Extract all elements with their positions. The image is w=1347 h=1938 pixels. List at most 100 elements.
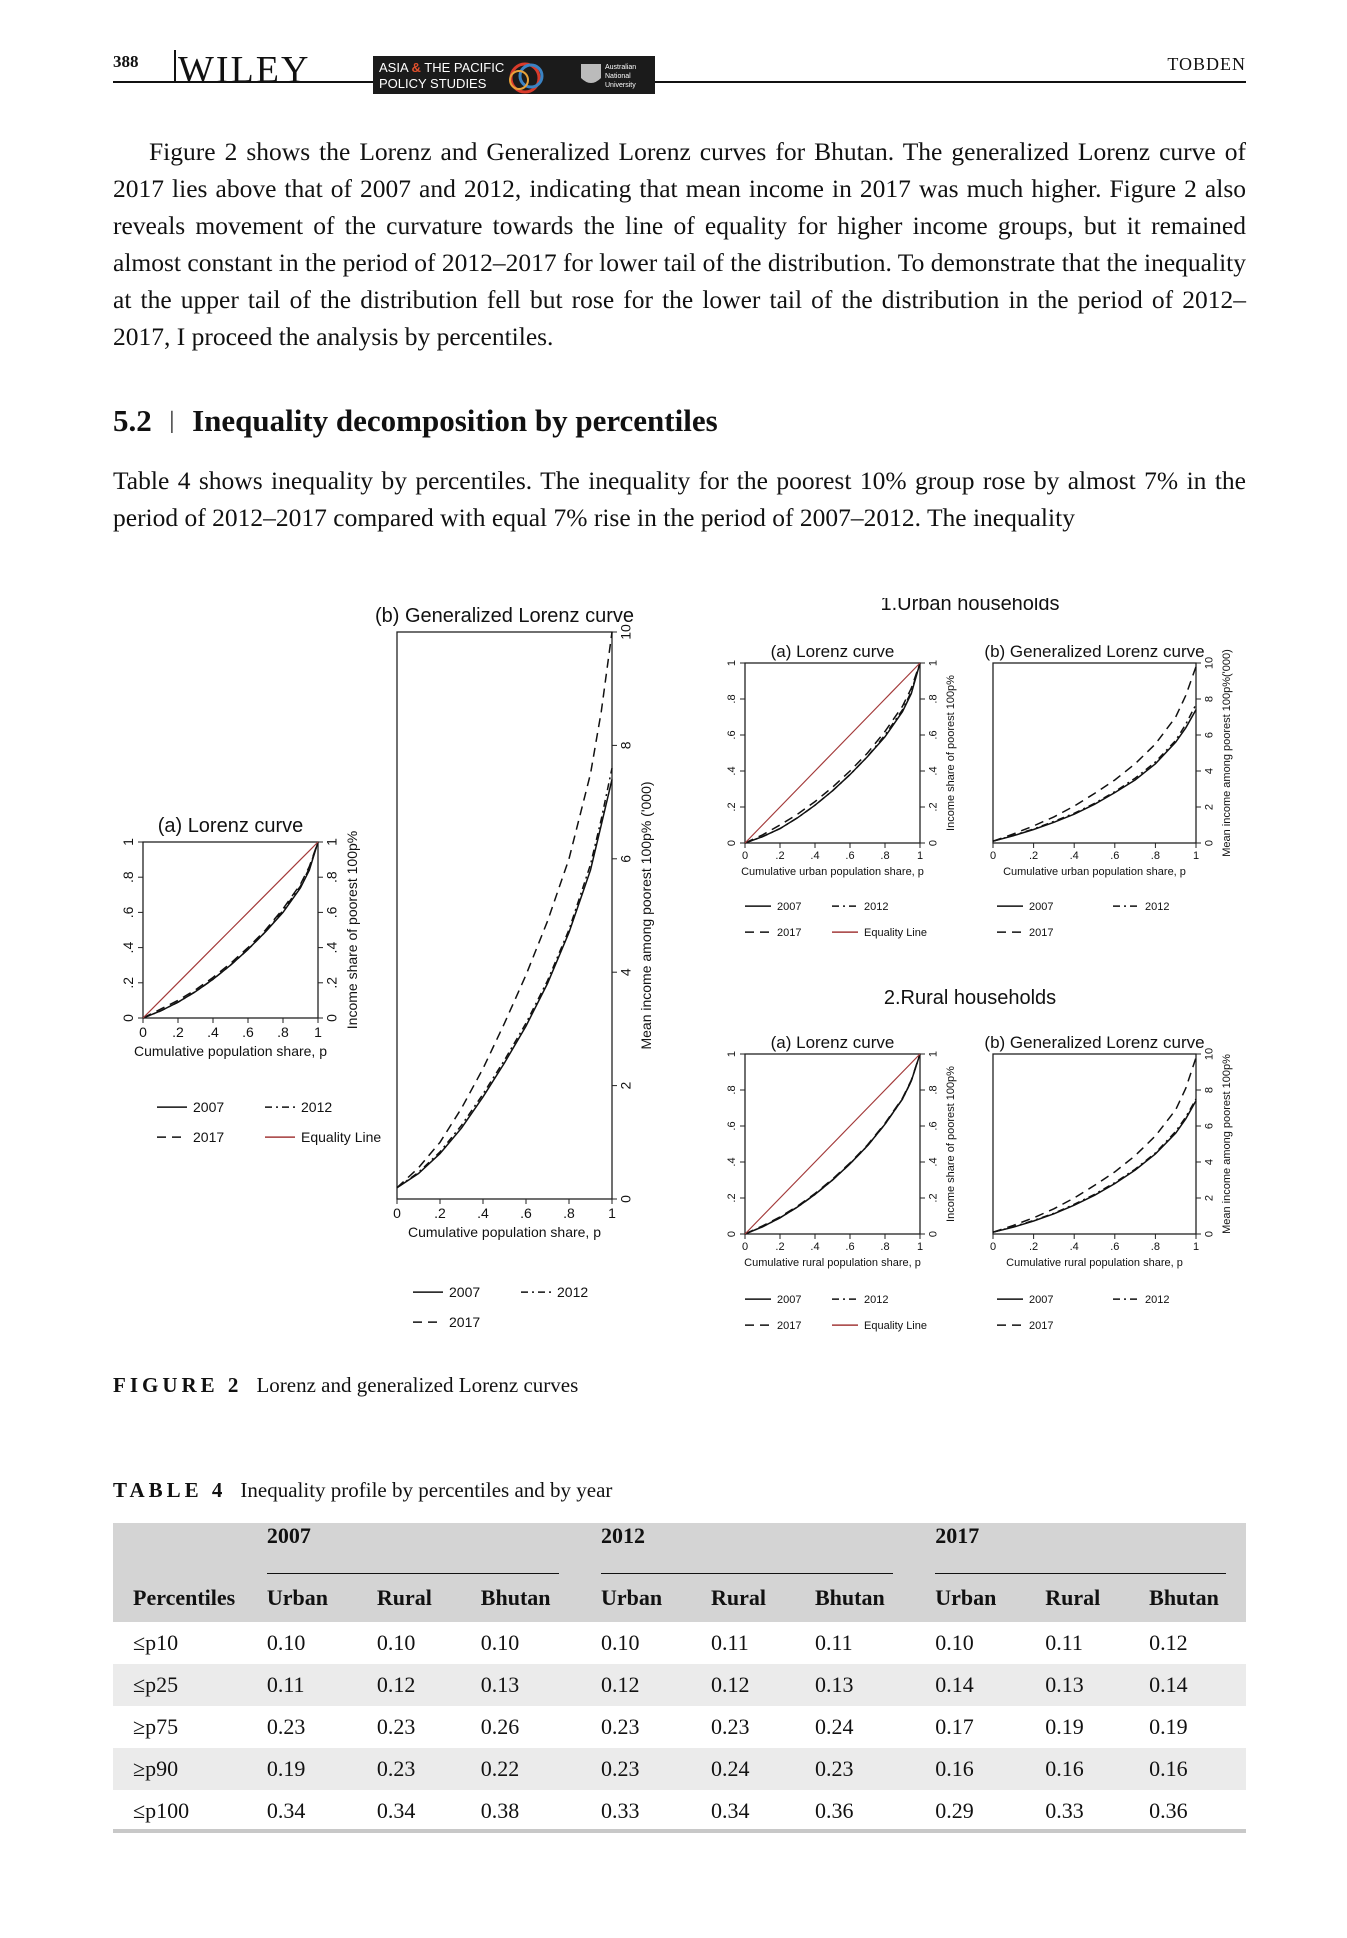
table-cell: 0.10 [376,1630,416,1655]
y-tick-label: .8 [324,871,340,883]
y-tick-label: .6 [726,1121,738,1130]
series-line-2012 [744,1053,921,1235]
legend-label: 2017 [449,1314,480,1330]
series-line-2017 [744,662,921,844]
header-divider [174,50,176,82]
series-line-2007 [992,1100,1197,1233]
y-tick-label: .6 [726,730,738,739]
table-cell: 0.11 [711,1630,749,1655]
table-cell: 0.11 [266,1672,305,1697]
table-row-label: ≤p100 [133,1798,190,1823]
y-tick-label: .8 [726,1085,738,1094]
chart-panel-rural-generalized: (b) Generalized Lorenz curve 0 .2 .4 .6 .8 1 Cu… [984,1033,1232,1332]
x-tick-label: 0 [742,1241,748,1253]
table-cell: 0.14 [935,1672,974,1697]
figure-caption: FIGURE 2 Lorenz and generalized Lorenz cu… [113,1373,578,1398]
y-tick-label: .2 [726,1193,738,1202]
table-caption-text: Inequality profile by percentiles and by… [240,1478,613,1502]
y-tick-label: .6 [927,730,939,739]
y-axis-label: Income share of poorest 100p% [945,675,957,831]
y-tick-label: 0 [726,840,738,846]
table-cell: 0.24 [711,1756,750,1781]
table-cell: 0.23 [814,1756,854,1781]
table-cell: 0.23 [376,1756,416,1781]
table-row: ≤p10 0.10 0.10 0.10 0.10 0.11 0.11 0.10 0.11 0.12 [113,1622,1246,1664]
series-line-2012 [744,662,921,844]
table-cell: 0.23 [266,1714,306,1739]
y-tick-label: 1 [927,1051,939,1057]
group-title-urban: 1.Urban households [880,598,1059,615]
x-tick-label: .6 [1110,850,1119,862]
table-header-cell: Bhutan [814,1585,885,1610]
x-tick-label: .8 [880,850,889,862]
legend-label: 2017 [193,1129,224,1145]
body-paragraph-1: Figure 2 shows the Lorenz and Generalize… [113,137,1246,351]
university-name-2: National [605,73,631,80]
table-cell: 0.33 [601,1798,640,1823]
legend-label: 2007 [1029,1294,1053,1306]
x-tick-label: .8 [1151,1241,1160,1253]
table-cell: 0.12 [601,1672,640,1697]
table-row: ≤p25 0.11 0.12 0.13 0.12 0.12 0.13 0.14 0.13 0.14 [113,1664,1246,1706]
x-tick-label: .8 [1151,850,1160,862]
legend-label: 2012 [301,1099,332,1115]
plot-frame [992,1053,1197,1235]
chart-panel-bhutan-generalized: (b) Generalized Lorenz curve 0 .2 .4 .6 .8 1 Cu… [375,605,654,1330]
x-tick-label: .2 [172,1024,184,1040]
x-tick-label: 1 [1193,850,1199,862]
chart-title: (b) Generalized Lorenz curve [984,1033,1204,1052]
page-number: 388 [113,52,139,71]
table-row-label: ≤p10 [133,1630,179,1655]
series-line-2017 [992,666,1197,842]
x-tick-label: .6 [845,1241,854,1253]
chart-title: (a) Lorenz curve [158,815,304,837]
figure-label: FIGURE 2 [113,1373,243,1397]
y-tick-label: .2 [324,977,340,989]
x-tick-label: .2 [434,1205,446,1221]
x-tick-label: .8 [880,1241,889,1253]
series-line-equality-line [142,841,319,1019]
table-row-label: ≥p75 [133,1714,179,1739]
table-cell: 0.38 [480,1798,520,1823]
y-tick-label: 2 [1203,804,1215,810]
table-cell: 0.13 [814,1672,854,1697]
table-row-label: ≤p25 [133,1672,179,1697]
series-line-2017 [142,841,319,1019]
table-cell: 0.16 [935,1756,974,1781]
legend-label: Equality Line [864,927,927,939]
figure-caption-text: Lorenz and generalized Lorenz curves [256,1373,579,1397]
table-header-cell: Urban [935,1585,997,1610]
y-tick-label: .8 [726,694,738,703]
x-tick-label: .6 [242,1024,254,1040]
y-tick-label: 1 [324,838,340,846]
table-cell: 0.11 [814,1630,853,1655]
chart-title: (a) Lorenz curve [771,1033,895,1052]
legend-label: 2017 [1029,1320,1053,1332]
table-cell: 0.26 [480,1714,520,1739]
y-tick-label: .4 [324,942,340,954]
x-tick-label: .6 [520,1205,532,1221]
series-line-equality-line [744,1053,921,1235]
table-cell: 0.10 [935,1630,974,1655]
table-header-empty [113,1523,267,1574]
table-header-cell: Urban [601,1585,663,1610]
section-separator: | [169,408,175,434]
table-header-year-row: 2007 2012 2017 [113,1523,1246,1574]
chart-title: (b) Generalized Lorenz curve [375,605,634,627]
x-tick-label: .8 [563,1205,575,1221]
y-tick-label: .2 [726,802,738,811]
table-cell: 0.10 [601,1630,640,1655]
y-tick-label: .2 [120,977,136,989]
x-tick-label: .4 [810,850,819,862]
y-tick-label: 0 [618,1195,634,1203]
x-axis-label: Cumulative rural population share, p [1006,1257,1183,1269]
series-line-2012 [142,841,319,1019]
x-tick-label: .2 [1029,850,1038,862]
y-tick-label: 6 [1203,1123,1215,1129]
section-number: 5.2 [113,403,152,438]
y-axis-label: Mean income among poorest 100p%('000) [1221,649,1233,857]
table-cell: 0.14 [1149,1672,1188,1697]
table-cell: 0.17 [935,1714,974,1739]
table-header-year: 2017 [935,1523,1246,1574]
table-row: ≤p100 0.34 0.34 0.38 0.33 0.34 0.36 0.29 0.33 0.3… [113,1790,1246,1832]
